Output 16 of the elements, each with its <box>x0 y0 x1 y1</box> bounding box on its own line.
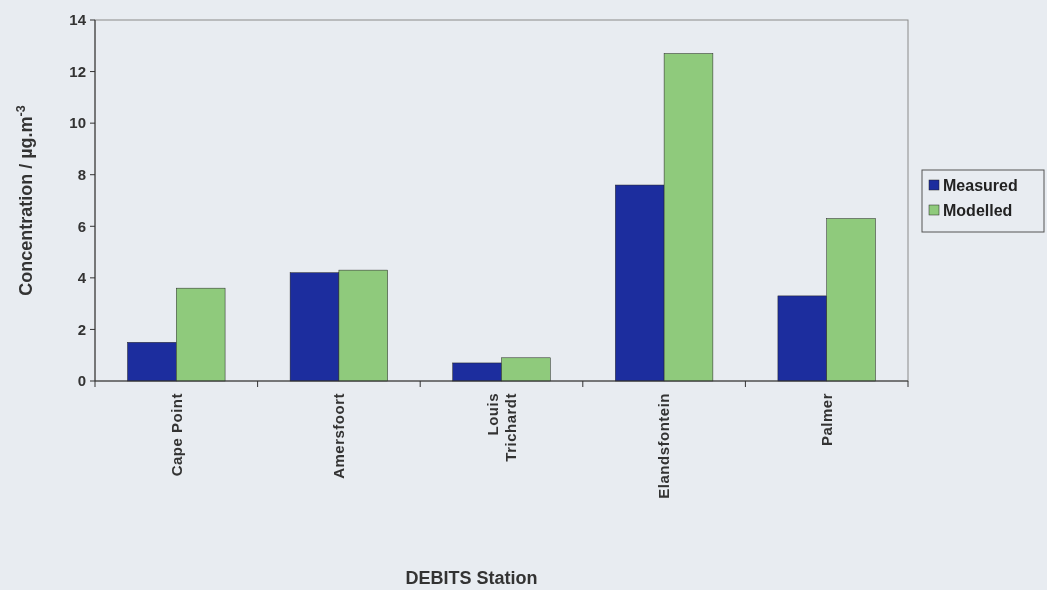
y-tick-label: 8 <box>77 165 86 183</box>
y-tick-label: 10 <box>69 114 86 132</box>
x-axis-title: DEBITS Station <box>405 568 538 588</box>
x-tick-label: Amersfoort <box>330 393 348 479</box>
x-tick-label: Palmer <box>817 393 835 447</box>
y-tick-label: 14 <box>69 11 87 29</box>
y-tick-label: 12 <box>69 62 86 80</box>
y-tick-label: 4 <box>77 269 87 287</box>
legend-label: Modelled <box>943 201 1013 219</box>
y-tick-label: 6 <box>77 217 86 235</box>
x-tick-label: Elandsfontein <box>655 393 673 499</box>
legend-label: Measured <box>943 176 1018 194</box>
y-tick-label: 0 <box>77 372 86 390</box>
x-tick-label: Cape Point <box>167 393 185 477</box>
y-tick-label: 2 <box>77 320 86 338</box>
x-tick-label: Louis Trichardt <box>483 393 519 462</box>
